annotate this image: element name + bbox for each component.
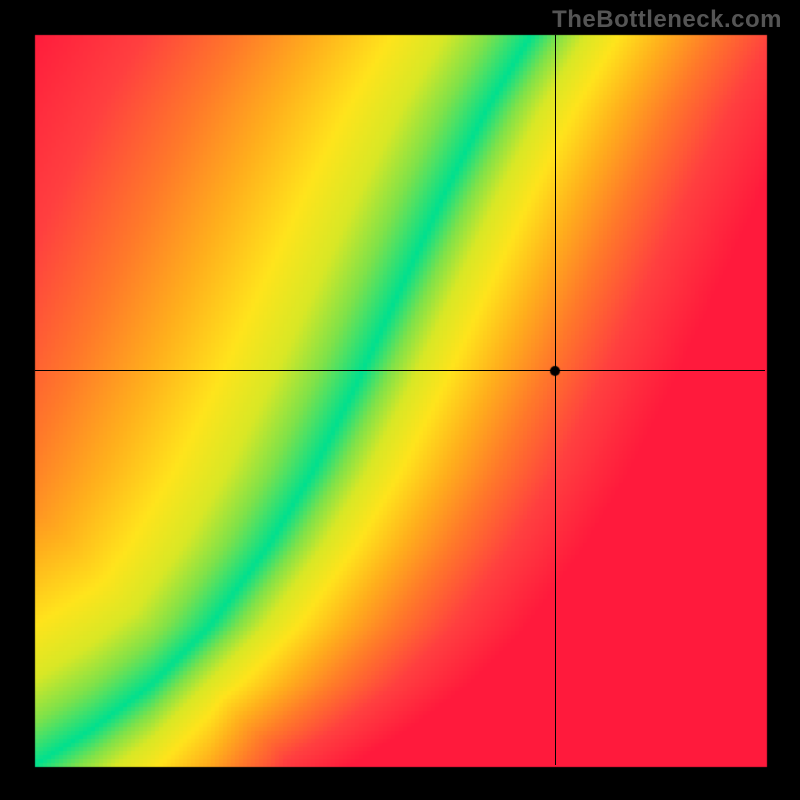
bottleneck-heatmap-canvas xyxy=(0,0,800,800)
crosshair-vertical xyxy=(555,35,556,765)
crosshair-marker-dot xyxy=(549,365,561,377)
crosshair-horizontal xyxy=(35,370,765,371)
watermark-text: TheBottleneck.com xyxy=(552,6,782,34)
